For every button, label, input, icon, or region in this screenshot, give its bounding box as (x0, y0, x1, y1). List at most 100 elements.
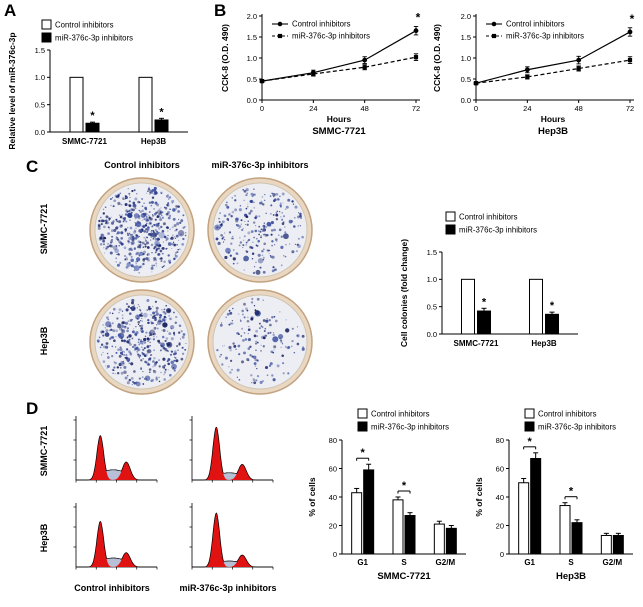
svg-text:SMMC-7721: SMMC-7721 (62, 137, 107, 146)
svg-text:Relative level of miR-376c-3p: Relative level of miR-376c-3p (7, 32, 17, 149)
svg-text:48: 48 (360, 104, 368, 113)
svg-text:0: 0 (260, 104, 264, 113)
svg-text:1.5: 1.5 (247, 33, 257, 42)
svg-text:miR-376c-3p inhibitors: miR-376c-3p inhibitors (371, 423, 449, 432)
svg-text:*: * (630, 12, 635, 26)
panel-d-row-label-smmc7721: SMMC-7721 (39, 425, 49, 477)
svg-text:G2/M: G2/M (436, 558, 456, 567)
svg-text:*: * (361, 447, 366, 459)
panel-c-label: C (26, 157, 39, 176)
svg-text:miR-376c-3p inhibitors: miR-376c-3p inhibitors (55, 34, 133, 43)
svg-text:60: 60 (329, 464, 337, 473)
svg-text:% of cells: % of cells (307, 477, 317, 516)
svg-text:SMMC-7721: SMMC-7721 (377, 571, 431, 582)
svg-text:Control inhibitors: Control inhibitors (459, 213, 518, 222)
panel-c-col-header-inhibitor: miR-376c-3p inhibitors (211, 160, 309, 170)
cell-cycle-bar-chart-hep3b: 0 20 40 60 80 % of cells G1 * S * G2/M Hep3B Control… (473, 404, 642, 592)
svg-text:Hep3B: Hep3B (556, 571, 586, 582)
svg-text:72: 72 (412, 104, 420, 113)
svg-text:*: * (569, 486, 574, 498)
svg-text:0.0: 0.0 (461, 96, 471, 105)
cck8-line-chart-smmc7721: 0.0 0.5 1.0 1.5 2.0 0 24 48 72 CCK-8 (O.D. 490) Ho… (218, 0, 424, 148)
svg-text:S: S (401, 558, 407, 567)
svg-text:miR-376c-3p inhibitors: miR-376c-3p inhibitors (506, 32, 584, 41)
svg-text:1.5: 1.5 (427, 248, 437, 257)
panel-c-col-header-control: Control inhibitors (104, 160, 180, 170)
svg-text:G2/M: G2/M (603, 558, 623, 567)
panel-c-row-label-hep3b: Hep3B (39, 326, 49, 356)
svg-text:Hours: Hours (327, 114, 352, 124)
svg-text:2.0: 2.0 (461, 12, 471, 21)
panel-c-row-label-smmc7721: SMMC-7721 (39, 203, 49, 255)
svg-text:*: * (550, 300, 555, 312)
panel-d-label: D (26, 399, 39, 418)
svg-text:40: 40 (496, 493, 504, 502)
svg-text:Control inhibitors: Control inhibitors (292, 20, 351, 29)
svg-text:Control inhibitors: Control inhibitors (506, 20, 565, 29)
svg-text:24: 24 (523, 104, 531, 113)
svg-text:60: 60 (496, 464, 504, 473)
svg-text:0.5: 0.5 (427, 302, 437, 311)
colony-dish-hep3b-control (88, 288, 196, 396)
svg-text:1.5: 1.5 (461, 33, 471, 42)
svg-text:0: 0 (333, 550, 337, 559)
svg-text:Hep3B: Hep3B (141, 137, 167, 146)
svg-text:20: 20 (329, 521, 337, 530)
panel-a-label: A (4, 1, 17, 20)
flow-cytometry-plot-smmc7721-inhibitor (178, 410, 278, 494)
svg-text:*: * (528, 436, 533, 448)
svg-text:0.5: 0.5 (461, 75, 471, 84)
cell-colonies-bar-chart: 0.0 0.5 1.0 1.5 Cell colonies (fold change) S… (396, 206, 591, 358)
svg-text:48: 48 (574, 104, 582, 113)
svg-text:miR-376c-3p inhibitors: miR-376c-3p inhibitors (459, 226, 537, 235)
cell-cycle-bar-chart-smmc7721: 0 20 40 60 80 % of cells G1 * S * G2/M SMMC-7721 Con… (306, 404, 474, 592)
svg-text:0.5: 0.5 (35, 100, 45, 109)
panel-d-col-label-control: Control inhibitors (74, 583, 150, 593)
svg-text:Cell colonies (fold change): Cell colonies (fold change) (399, 239, 409, 347)
flow-cytometry-plot-hep3b-inhibitor (178, 497, 278, 581)
svg-text:40: 40 (329, 493, 337, 502)
panel-d-row-label-hep3b: Hep3B (39, 523, 49, 553)
svg-text:Control inhibitors: Control inhibitors (55, 21, 114, 30)
svg-text:1.0: 1.0 (247, 54, 257, 63)
svg-text:2.0: 2.0 (247, 12, 257, 21)
colony-dish-smmc7721-control (88, 176, 196, 284)
svg-text:20: 20 (496, 521, 504, 530)
panel-d-col-label-inhibitor: miR-376c-3p inhibitors (179, 583, 277, 593)
svg-text:Control inhibitors: Control inhibitors (371, 410, 430, 419)
mir376c-level-bar-chart: 0.0 0.5 1.0 1.5 Relative level of miR-376c-3… (4, 14, 194, 154)
svg-text:24: 24 (309, 104, 317, 113)
cck8-line-chart-hep3b: 0.0 0.5 1.0 1.5 2.0 0 24 48 72 CCK-8 (O.D. 490) Ho… (428, 0, 640, 148)
svg-text:*: * (90, 110, 95, 122)
colony-dish-smmc7721-inhibitor (206, 176, 314, 284)
svg-text:1.0: 1.0 (427, 275, 437, 284)
svg-text:CCK-8 (O.D. 490): CCK-8 (O.D. 490) (220, 24, 230, 92)
svg-text:0: 0 (500, 550, 504, 559)
svg-text:0.0: 0.0 (427, 330, 437, 339)
svg-text:72: 72 (626, 104, 634, 113)
svg-text:Control inhibitors: Control inhibitors (538, 410, 597, 419)
svg-text:*: * (482, 296, 487, 308)
panel-b-label: B (214, 1, 227, 20)
svg-text:SMMC-7721: SMMC-7721 (312, 126, 366, 137)
svg-text:G1: G1 (524, 558, 535, 567)
svg-text:1.0: 1.0 (35, 73, 45, 82)
svg-text:0.5: 0.5 (247, 75, 257, 84)
svg-text:80: 80 (496, 436, 504, 445)
svg-text:Hep3B: Hep3B (531, 339, 557, 348)
svg-text:*: * (416, 11, 421, 25)
svg-text:Hours: Hours (541, 114, 566, 124)
svg-text:*: * (402, 480, 407, 492)
svg-text:CCK-8 (O.D. 490): CCK-8 (O.D. 490) (432, 24, 442, 92)
colony-dish-hep3b-inhibitor (206, 288, 314, 396)
svg-text:1.5: 1.5 (35, 46, 45, 55)
flow-cytometry-plot-smmc7721-control (62, 410, 162, 494)
svg-text:Hep3B: Hep3B (538, 126, 568, 137)
svg-text:SMMC-7721: SMMC-7721 (454, 339, 499, 348)
svg-text:0.0: 0.0 (247, 96, 257, 105)
svg-text:80: 80 (329, 436, 337, 445)
svg-text:*: * (159, 106, 164, 118)
flow-cytometry-plot-hep3b-control (62, 497, 162, 581)
svg-text:% of cells: % of cells (474, 477, 484, 516)
